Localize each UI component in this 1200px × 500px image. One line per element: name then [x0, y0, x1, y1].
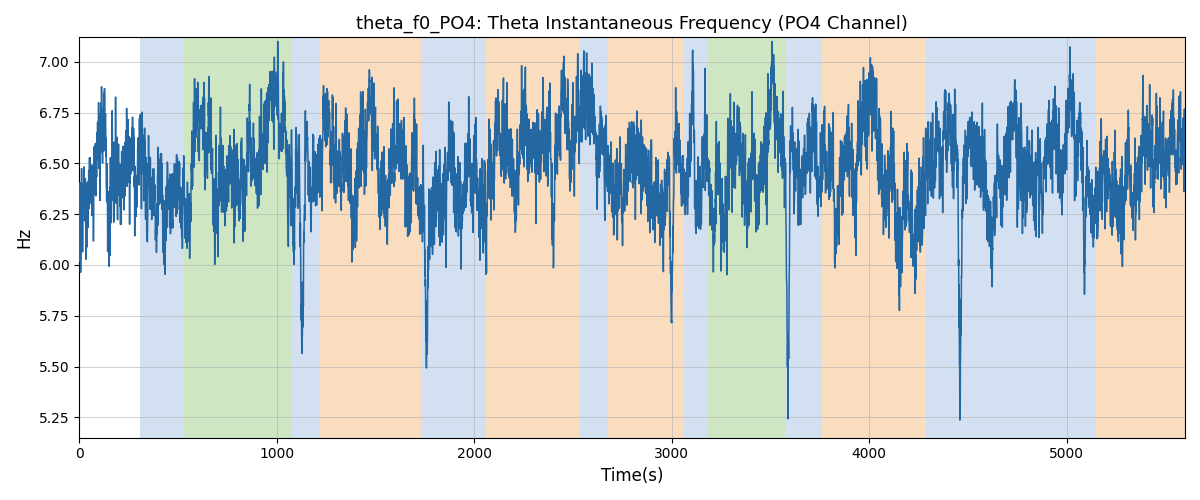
Bar [1062, 38, 1096, 438]
Bar [926, 38, 1062, 438]
Bar [421, 38, 486, 438]
Bar [707, 38, 786, 438]
Bar [683, 38, 707, 438]
Bar [320, 38, 421, 438]
Bar [608, 38, 683, 438]
Bar [486, 38, 578, 438]
X-axis label: Time(s): Time(s) [601, 467, 664, 485]
Bar [1096, 38, 1186, 438]
Bar [184, 38, 293, 438]
Bar [786, 38, 822, 438]
Bar [822, 38, 926, 438]
Bar [578, 38, 608, 438]
Bar [140, 38, 184, 438]
Title: theta_f0_PO4: Theta Instantaneous Frequency (PO4 Channel): theta_f0_PO4: Theta Instantaneous Freque… [356, 15, 908, 34]
Y-axis label: Hz: Hz [14, 227, 32, 248]
Bar [293, 38, 320, 438]
